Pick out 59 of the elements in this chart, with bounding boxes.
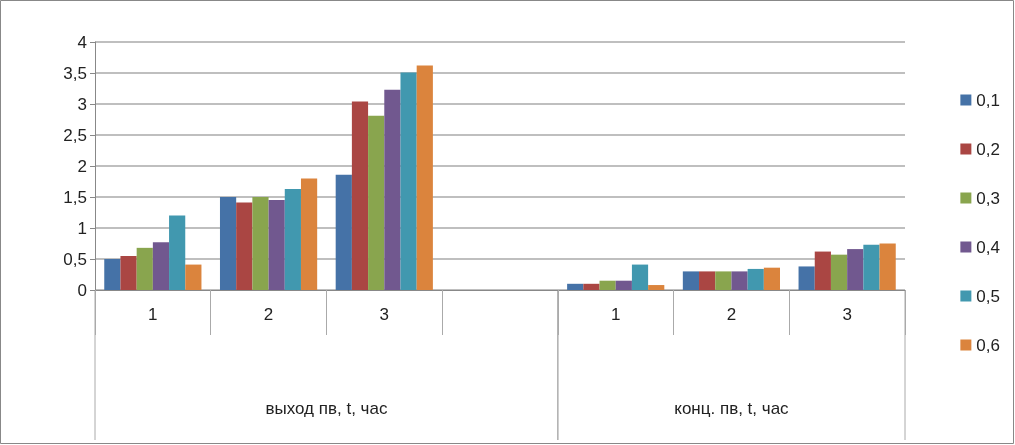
x-tick-label: 1 [148, 305, 158, 324]
legend-label: 0,2 [976, 139, 1001, 159]
y-tick-label: 0 [77, 280, 87, 300]
y-tick-label: 3 [77, 94, 87, 114]
bar [185, 264, 202, 290]
legend-label: 0,6 [976, 335, 1001, 355]
bar [847, 249, 864, 290]
bar [136, 247, 153, 290]
bar [814, 251, 831, 290]
bar [715, 271, 732, 290]
y-tick-label: 2,5 [63, 125, 87, 145]
bar [615, 280, 632, 290]
bar [284, 188, 301, 290]
bar [599, 280, 616, 290]
y-tick-label: 1 [77, 218, 87, 238]
x-tick-label: 3 [379, 305, 390, 324]
bar [335, 174, 352, 290]
bar [384, 89, 401, 290]
bar [583, 283, 600, 290]
y-tick-label: 4 [77, 32, 87, 52]
bar [567, 283, 584, 290]
bar [682, 271, 700, 290]
bar [731, 271, 748, 290]
bar [699, 271, 716, 290]
x-tick-label: 1 [610, 305, 621, 324]
x-tick-label: 3 [842, 305, 852, 324]
legend-label: 0,3 [976, 188, 1001, 208]
x-tick-label: 2 [263, 305, 274, 324]
y-tick-label: 1,5 [63, 187, 87, 207]
bar [236, 202, 253, 290]
x-tick-label: 2 [726, 305, 737, 324]
bar [747, 268, 764, 290]
bar [798, 266, 815, 290]
bar [351, 101, 369, 290]
bar [400, 72, 417, 290]
bar [120, 255, 137, 290]
bar [648, 285, 665, 290]
bar [416, 65, 433, 290]
bar [863, 244, 880, 290]
bar [368, 115, 385, 290]
bar [152, 242, 170, 290]
bar [879, 243, 896, 290]
y-tick-label: 3,5 [63, 63, 87, 83]
bar [631, 264, 649, 290]
legend-label: 0,5 [976, 286, 1001, 306]
bar [104, 259, 121, 290]
bar [830, 254, 848, 290]
bar [252, 197, 269, 290]
bar [169, 215, 186, 290]
legend-label: 0,1 [976, 90, 1001, 110]
text: выход пв, t, час [265, 398, 388, 418]
bar [219, 197, 237, 290]
bar [268, 200, 285, 290]
text: конц. пв, t, час [674, 398, 790, 418]
bar [763, 267, 781, 290]
bar [300, 178, 318, 290]
y-tick-label: 0,5 [63, 249, 87, 269]
y-tick-label: 2 [77, 156, 87, 176]
legend-label: 0,4 [976, 237, 1001, 257]
